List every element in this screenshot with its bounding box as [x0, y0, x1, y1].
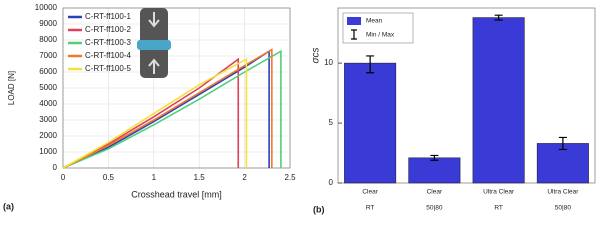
y-tick-label: 2000: [39, 131, 57, 140]
y-tick-label: 4000: [39, 99, 57, 108]
x-subtick-label: RT: [366, 205, 375, 212]
y-tick-label: 8000: [39, 35, 57, 44]
plot-frame: [337, 7, 596, 184]
x-tick-label: 1.5: [194, 173, 206, 182]
y-tick-label: 10000: [35, 3, 58, 12]
error-bar: [494, 14, 503, 21]
y-tick-label: 6000: [39, 67, 57, 76]
legend-label: C-RT-ff100-4: [85, 51, 131, 60]
y-tick-label: 9000: [39, 19, 57, 28]
y-axis-label: LOAD [N]: [7, 71, 16, 105]
error-bar: [430, 154, 439, 161]
legend-label: Min / Max: [366, 32, 395, 39]
bar: [344, 62, 397, 184]
y-tick-label: 10: [324, 58, 333, 67]
x-tick-label: Ultra Clear: [547, 189, 579, 196]
y-tick-label: 5: [329, 118, 334, 127]
plot-frame: [62, 7, 291, 169]
data-line: [62, 57, 240, 169]
x-tick-label: 2: [242, 173, 247, 182]
x-subtick-label: RT: [494, 205, 503, 212]
specimen-icon: [137, 8, 171, 78]
bar: [408, 157, 461, 184]
panel-label: (b): [313, 204, 325, 214]
y-axis-label: σcs: [311, 47, 322, 63]
x-subtick-label: 50|80: [555, 205, 572, 212]
data-line: [62, 57, 248, 169]
y-tick-label: 0: [53, 163, 58, 172]
legend-label: Mean: [366, 18, 383, 25]
x-tick-label: Ultra Clear: [483, 189, 515, 196]
y-tick-label: 3000: [39, 115, 57, 124]
x-subtick-label: 50|80: [426, 205, 443, 212]
x-axis-label: Crosshead travel [mm]: [131, 189, 222, 199]
bar: [472, 17, 525, 184]
x-tick-label: Clear: [362, 189, 378, 196]
legend-label: C-RT-ff100-1: [85, 12, 131, 21]
legend-label: C-RT-ff100-3: [85, 38, 131, 47]
error-bar: [366, 55, 375, 74]
x-tick-label: Clear: [427, 189, 443, 196]
x-tick-label: 2.5: [284, 173, 296, 182]
legend-label: C-RT-ff100-5: [85, 64, 131, 73]
figure: 0100020003000400050006000700080009000100…: [3, 3, 596, 214]
legend-label: C-RT-ff100-2: [85, 25, 131, 34]
legend-swatch: [347, 17, 361, 25]
error-bar: [558, 136, 567, 151]
y-tick-label: 5000: [39, 83, 57, 92]
data-line: [62, 48, 273, 169]
legend-error-icon: [351, 29, 357, 40]
x-tick-label: 0.5: [103, 173, 115, 182]
y-tick-label: 1000: [39, 147, 57, 156]
data-line: [62, 49, 282, 169]
x-tick-label: 0: [61, 173, 66, 182]
panel-label: (a): [3, 201, 14, 211]
x-tick-label: 1: [152, 173, 157, 182]
y-tick-label: 7000: [39, 51, 57, 60]
y-tick-label: 0: [329, 178, 334, 187]
